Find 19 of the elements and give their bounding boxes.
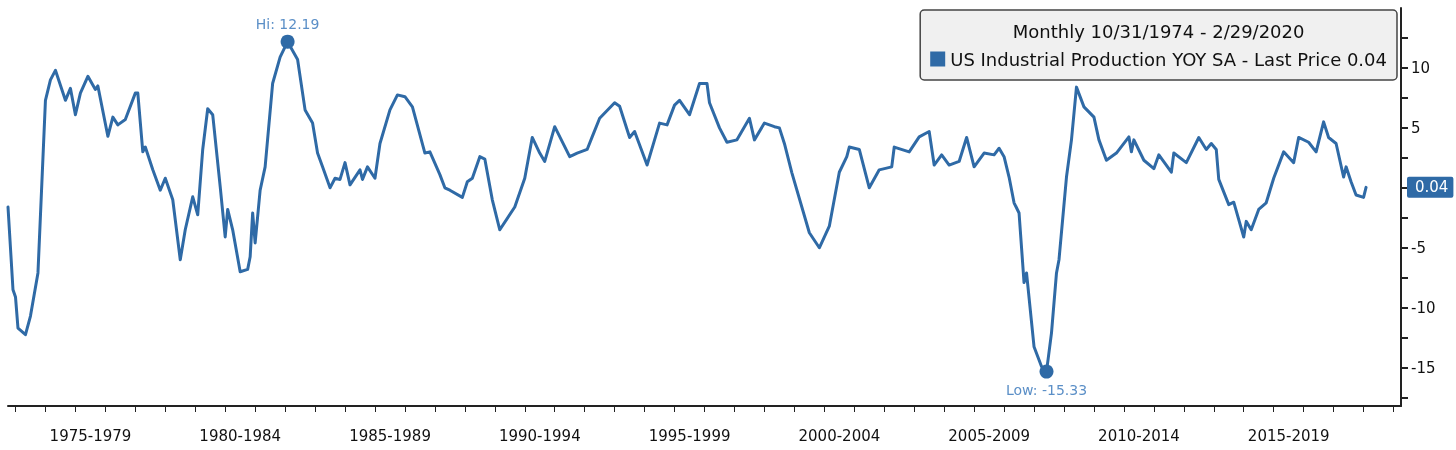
y-tick-label: -5	[1411, 238, 1426, 257]
y-tick-label: 5	[1411, 118, 1421, 137]
y-tick-label: -15	[1411, 358, 1436, 377]
annotation: Low: -15.33	[1005, 381, 1088, 398]
text: 0.04	[1415, 178, 1449, 197]
x-tick-label: 1985-1989	[349, 426, 431, 445]
x-tick-label: 2005-2009	[948, 426, 1031, 445]
legend-title: Monthly 10/31/1974 - 2/29/2020	[1012, 20, 1305, 42]
x-tick-label: 2000-2004	[798, 426, 881, 445]
y-tick-label: 10	[1411, 58, 1431, 77]
x-tick-label: 1980-1984	[199, 426, 282, 445]
annotation: Hi: 12.19	[255, 15, 320, 32]
x-tick-label: 1975-1979	[49, 426, 132, 445]
x-tick-label: 2015-2019	[1247, 426, 1330, 445]
x-tick-label: 2010-2014	[1098, 426, 1180, 445]
x-tick-label: 1990-1994	[498, 426, 581, 445]
x-tick-label: 1995-1999	[648, 426, 731, 445]
legend-label: US Industrial Production YOY SA - Last Price 0.04	[950, 48, 1388, 70]
y-tick-label: -10	[1411, 298, 1436, 317]
